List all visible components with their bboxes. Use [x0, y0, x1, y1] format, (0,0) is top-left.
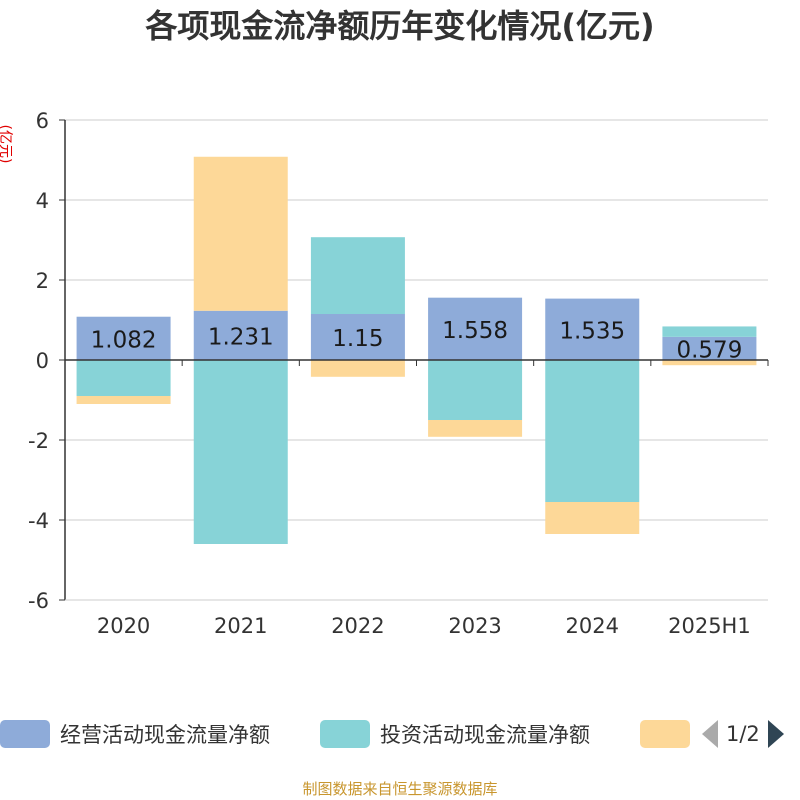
bar-financing: [545, 502, 640, 534]
data-label: 1.082: [91, 327, 157, 353]
stacked-bar-chart: 6 4 2 0 -2 -4 -6 1.082 1.231 1.15 1.558 1.535 0.579 2…: [28, 109, 769, 638]
data-source-footer: 制图数据来自恒生聚源数据库: [302, 780, 498, 798]
bar-operating: [545, 298, 640, 360]
legend-swatch-financing: [640, 720, 690, 748]
legend-item-financing[interactable]: [640, 712, 690, 756]
data-label: 1.535: [559, 318, 625, 344]
y-tick-label: 6: [36, 109, 49, 133]
legend-swatch-investing: [320, 720, 370, 748]
x-tick-label: 2025H1: [668, 614, 751, 638]
bar-operating: [428, 297, 523, 360]
bar-operating: [76, 316, 171, 360]
x-tick-label: 2020: [97, 614, 150, 638]
y-tick-label: -4: [28, 509, 49, 533]
bar-investing: [310, 237, 405, 314]
bar-investing: [545, 360, 640, 502]
bar-financing: [76, 396, 171, 404]
x-tick-label: 2021: [214, 614, 267, 638]
data-label: 1.15: [332, 326, 383, 352]
legend-swatch-operating: [0, 720, 50, 748]
y-tick-label: 0: [36, 349, 49, 373]
y-tick-label: -6: [28, 589, 49, 613]
legend-page-indicator: 1/2: [726, 722, 760, 746]
legend-item-investing[interactable]: 投资活动现金流量净额: [320, 712, 590, 756]
bar-financing: [662, 360, 757, 366]
x-tick-label: 2023: [448, 614, 501, 638]
legend-label-investing: 投资活动现金流量净额: [380, 723, 590, 747]
y-tick-label: 2: [36, 269, 49, 293]
bar-investing: [76, 360, 171, 396]
y-tick-label: 4: [36, 189, 49, 213]
data-label: 1.558: [442, 318, 508, 344]
data-label: 1.231: [208, 324, 274, 350]
bar-investing: [193, 360, 288, 544]
chart-title: 各项现金流净额历年变化情况(亿元): [145, 7, 655, 45]
y-tick-label: -2: [28, 429, 49, 453]
bar-operating: [310, 314, 405, 360]
bar-financing: [193, 156, 288, 311]
x-tick-label: 2022: [331, 614, 384, 638]
legend: 经营活动现金流量净额 投资活动现金流量净额 1/2: [0, 712, 800, 756]
legend-item-operating[interactable]: 经营活动现金流量净额: [0, 712, 270, 756]
bar-operating: [662, 336, 757, 360]
legend-label-operating: 经营活动现金流量净额: [60, 723, 270, 747]
x-tick-label: 2024: [566, 614, 619, 638]
bar-financing: [428, 420, 523, 437]
bar-investing: [428, 360, 523, 420]
legend-prev-arrow-icon[interactable]: [702, 720, 718, 748]
bar-financing: [310, 360, 405, 377]
bar-investing: [662, 326, 757, 337]
bar-operating: [193, 310, 288, 360]
data-label: 0.579: [676, 337, 742, 363]
legend-next-arrow-icon[interactable]: [767, 720, 784, 748]
legend-pager: 1/2: [702, 712, 784, 756]
